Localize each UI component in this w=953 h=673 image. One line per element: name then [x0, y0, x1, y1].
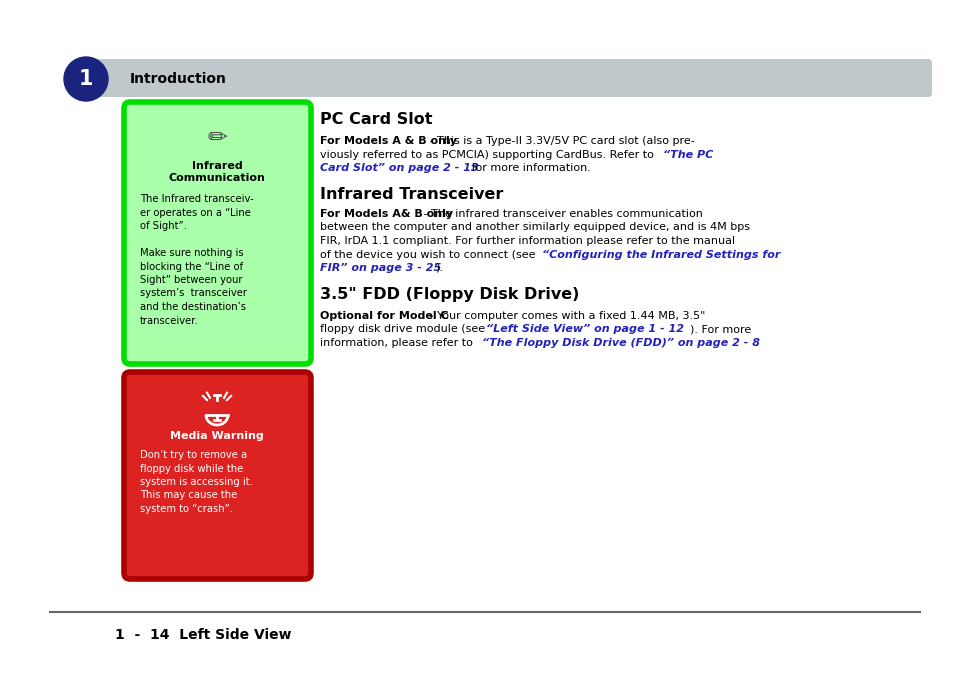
Text: The Infrared transceiv-: The Infrared transceiv-: [140, 194, 253, 204]
Text: between the computer and another similarly equipped device, and is 4M bps: between the computer and another similar…: [319, 223, 749, 232]
Text: This may cause the: This may cause the: [140, 491, 237, 501]
FancyBboxPatch shape: [124, 102, 311, 364]
Text: system to “crash”.: system to “crash”.: [140, 504, 233, 514]
Text: Card Slot” on page 2 - 13: Card Slot” on page 2 - 13: [319, 163, 478, 173]
Text: er operates on a “Line: er operates on a “Line: [140, 207, 251, 217]
Text: “The Floppy Disk Drive (FDD)” on page 2 - 8: “The Floppy Disk Drive (FDD)” on page 2 …: [481, 338, 760, 348]
Text: of the device you wish to connect (see: of the device you wish to connect (see: [319, 250, 538, 260]
Text: Media Warning: Media Warning: [170, 431, 264, 441]
Text: Optional for Model C: Optional for Model C: [319, 311, 448, 321]
Text: floppy disk drive module (see: floppy disk drive module (see: [319, 324, 488, 334]
Text: information, please refer to: information, please refer to: [319, 338, 476, 348]
Text: Don’t try to remove a: Don’t try to remove a: [140, 450, 247, 460]
Text: FIR, IrDA 1.1 compliant. For further information please refer to the manual: FIR, IrDA 1.1 compliant. For further inf…: [319, 236, 735, 246]
Text: “Configuring the Infrared Settings for: “Configuring the Infrared Settings for: [541, 250, 780, 260]
Text: “Left Side View” on page 1 - 12: “Left Side View” on page 1 - 12: [485, 324, 683, 334]
Text: Communication: Communication: [169, 173, 265, 183]
Text: - The infrared transceiver enables communication: - The infrared transceiver enables commu…: [419, 209, 702, 219]
Text: ✏: ✏: [207, 126, 227, 150]
Text: For Models A & B only: For Models A & B only: [319, 136, 456, 146]
Text: Infrared: Infrared: [192, 161, 242, 171]
Text: - Your computer comes with a fixed 1.44 MB, 3.5": - Your computer comes with a fixed 1.44 …: [426, 311, 704, 321]
Text: Make sure nothing is: Make sure nothing is: [140, 248, 243, 258]
Text: FIR” on page 3 - 25: FIR” on page 3 - 25: [319, 263, 441, 273]
Text: 3.5" FDD (Floppy Disk Drive): 3.5" FDD (Floppy Disk Drive): [319, 287, 578, 302]
FancyBboxPatch shape: [94, 59, 931, 97]
Text: Infrared Transceiver: Infrared Transceiver: [319, 187, 503, 202]
Text: 1  -  14  Left Side View: 1 - 14 Left Side View: [115, 628, 292, 642]
Text: for more information.: for more information.: [468, 163, 590, 173]
Text: system’s  transceiver: system’s transceiver: [140, 289, 247, 299]
Circle shape: [64, 57, 108, 101]
Text: viously referred to as PCMCIA) supporting CardBus. Refer to: viously referred to as PCMCIA) supportin…: [319, 149, 657, 160]
Text: 1: 1: [79, 69, 93, 89]
Text: blocking the “Line of: blocking the “Line of: [140, 262, 243, 271]
Text: Sight” between your: Sight” between your: [140, 275, 242, 285]
Text: ). For more: ). For more: [689, 324, 750, 334]
Text: floppy disk while the: floppy disk while the: [140, 464, 243, 474]
Text: ).: ).: [435, 263, 442, 273]
Text: and the destination’s: and the destination’s: [140, 302, 246, 312]
FancyBboxPatch shape: [124, 372, 311, 579]
Text: system is accessing it.: system is accessing it.: [140, 477, 253, 487]
Text: - This is a Type-II 3.3V/5V PC card slot (also pre-: - This is a Type-II 3.3V/5V PC card slot…: [426, 136, 694, 146]
Text: of Sight”.: of Sight”.: [140, 221, 187, 231]
Text: Introduction: Introduction: [130, 72, 227, 86]
Text: “The PC: “The PC: [662, 149, 713, 160]
Text: PC Card Slot: PC Card Slot: [319, 112, 432, 127]
Text: For Models A& B only: For Models A& B only: [319, 209, 453, 219]
Text: .: .: [754, 338, 758, 348]
Text: transceiver.: transceiver.: [140, 316, 198, 326]
